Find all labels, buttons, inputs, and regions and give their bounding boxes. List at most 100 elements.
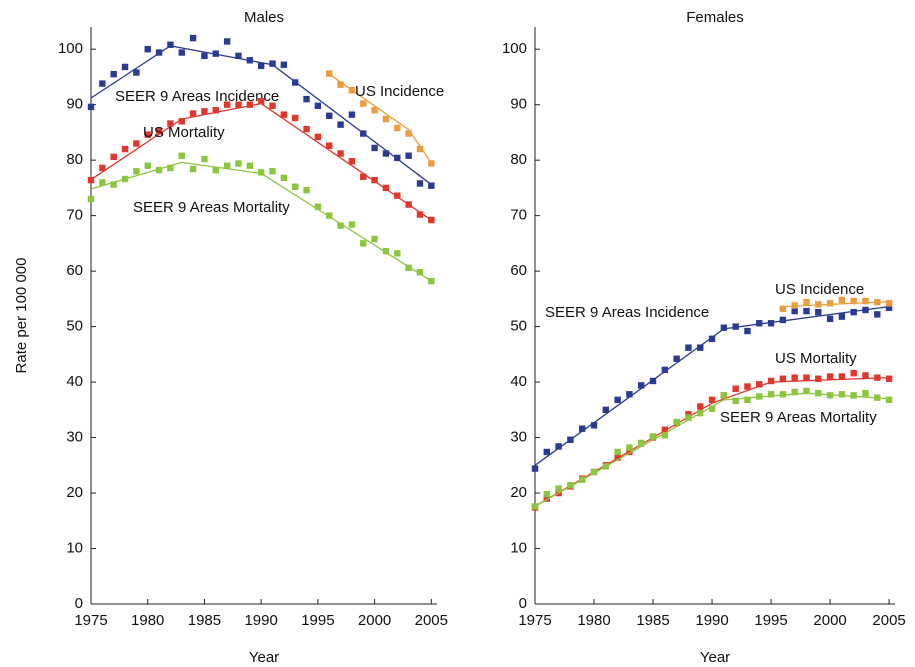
point <box>212 166 219 174</box>
point <box>661 432 669 439</box>
point <box>314 203 322 210</box>
trend-line <box>328 73 432 164</box>
point <box>815 389 822 397</box>
point <box>178 152 185 159</box>
point <box>791 307 798 315</box>
point <box>697 344 704 351</box>
point <box>767 391 775 398</box>
point <box>428 182 435 189</box>
point <box>428 277 435 285</box>
point <box>862 306 869 314</box>
y-tick-label: 60 <box>510 262 527 279</box>
point <box>708 396 716 404</box>
point <box>144 131 151 138</box>
point <box>246 57 254 64</box>
point <box>99 179 106 186</box>
point <box>337 150 344 157</box>
point <box>838 313 846 320</box>
point <box>291 183 299 190</box>
trend-line <box>90 161 432 282</box>
point <box>744 327 751 335</box>
series-label: SEER 9 Areas Mortality <box>720 409 877 426</box>
point <box>269 60 276 67</box>
point <box>189 34 197 42</box>
point <box>235 160 242 167</box>
point <box>638 382 645 389</box>
point <box>99 164 106 172</box>
point <box>626 444 633 451</box>
x-tick-label: 1990 <box>695 612 728 629</box>
point <box>201 108 208 115</box>
point <box>756 320 763 327</box>
point <box>815 375 822 382</box>
point <box>235 101 242 108</box>
point <box>121 145 129 153</box>
point <box>555 485 562 492</box>
point <box>303 95 310 103</box>
trend-line <box>90 102 432 221</box>
point <box>590 468 598 476</box>
y-tick-label: 80 <box>66 151 83 168</box>
point <box>394 124 401 132</box>
trend-line <box>90 45 432 186</box>
panel-title: Males <box>244 9 284 26</box>
point <box>803 374 810 381</box>
y-tick-label: 0 <box>75 595 83 612</box>
point <box>121 175 129 183</box>
point <box>567 436 574 443</box>
point <box>405 201 412 208</box>
x-tick-label: 2005 <box>415 612 448 629</box>
point <box>567 482 574 489</box>
point <box>579 476 586 483</box>
point <box>803 307 810 315</box>
point <box>862 389 869 397</box>
point <box>685 344 692 351</box>
x-tick-label: 1980 <box>577 612 610 629</box>
point <box>543 448 551 456</box>
point <box>838 391 846 398</box>
point <box>416 269 424 276</box>
point <box>326 70 333 77</box>
series-label: US Mortality <box>775 350 857 367</box>
point <box>348 111 356 118</box>
point <box>201 52 208 60</box>
point <box>360 130 367 137</box>
point <box>673 355 680 362</box>
point <box>326 142 333 149</box>
y-tick-label: 10 <box>510 539 527 556</box>
point <box>626 391 633 398</box>
point <box>405 264 412 271</box>
y-tick-label: 20 <box>510 484 527 501</box>
point <box>155 128 163 135</box>
series-label: SEER 9 Areas Incidence <box>115 88 279 105</box>
point <box>405 130 412 137</box>
point <box>416 145 424 153</box>
point <box>110 153 117 161</box>
point <box>428 216 435 224</box>
point <box>371 107 378 114</box>
point <box>394 250 401 257</box>
point <box>614 448 621 456</box>
point <box>838 373 846 380</box>
point <box>87 103 95 111</box>
x-tick-label: 1975 <box>74 612 107 629</box>
point <box>767 377 775 385</box>
point <box>531 465 539 472</box>
x-axis-title: Year <box>249 649 279 666</box>
point <box>133 168 140 175</box>
y-tick-label: 80 <box>510 151 527 168</box>
point <box>382 150 390 157</box>
point <box>744 396 751 404</box>
point <box>779 316 787 324</box>
point <box>708 405 716 412</box>
point <box>167 120 174 127</box>
point <box>673 418 680 426</box>
point <box>394 192 401 199</box>
point <box>133 69 140 76</box>
x-tick-label: 1995 <box>301 612 334 629</box>
x-tick-label: 2005 <box>872 612 905 629</box>
point <box>257 62 265 70</box>
point <box>543 490 551 498</box>
point <box>649 377 657 385</box>
point <box>144 162 151 169</box>
